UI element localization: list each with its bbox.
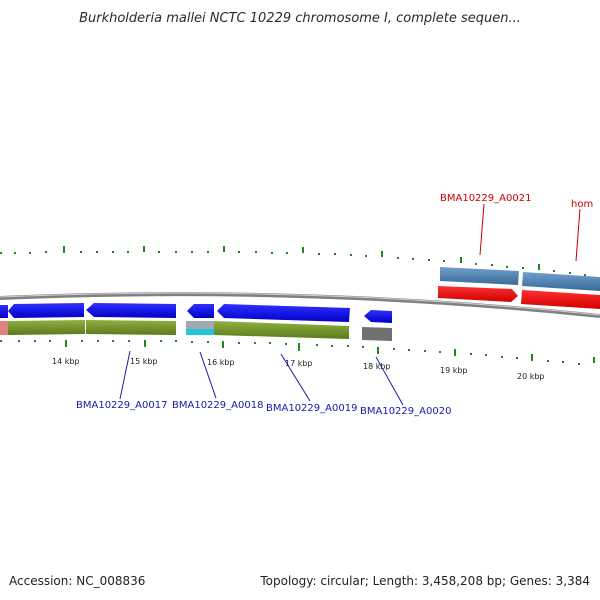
lower-leader-lines	[119, 350, 404, 406]
lower-scale-ticks	[0, 340, 595, 365]
upper-cds-track[interactable]	[438, 267, 600, 309]
scale-label-18kbp: 18 kbp	[363, 362, 391, 371]
lower-cds-track[interactable]	[0, 320, 392, 341]
accession-text: Accession: NC_008836	[9, 574, 146, 588]
scale-label-16kbp: 16 kbp	[207, 358, 235, 367]
gene-label-a0018[interactable]: BMA10229_A0018	[172, 400, 263, 411]
map-title: Burkholderia mallei NCTC 10229 chromosom…	[79, 11, 521, 26]
summary-text: Topology: circular; Length: 3,458,208 bp…	[260, 574, 590, 588]
scale-label-20kbp: 20 kbp	[517, 372, 545, 381]
upper-leader-lines	[479, 203, 581, 262]
gene-label-hom[interactable]: hom	[571, 199, 593, 210]
scale-label-19kbp: 19 kbp	[440, 366, 468, 375]
gene-label-a0017[interactable]: BMA10229_A0017	[76, 400, 167, 411]
gene-label-a0019[interactable]: BMA10229_A0019	[266, 403, 357, 414]
chromosome-backbone	[0, 292, 600, 318]
scale-label-14kbp: 14 kbp	[52, 357, 80, 366]
gene-label-a0020[interactable]: BMA10229_A0020	[360, 406, 451, 417]
gene-label-a0021[interactable]: BMA10229_A0021	[440, 193, 531, 204]
scale-label-17kbp: 17 kbp	[285, 359, 313, 368]
upper-scale-ticks	[0, 246, 586, 276]
scale-label-15kbp: 15 kbp	[130, 357, 158, 366]
reverse-gene-track[interactable]	[0, 303, 392, 323]
